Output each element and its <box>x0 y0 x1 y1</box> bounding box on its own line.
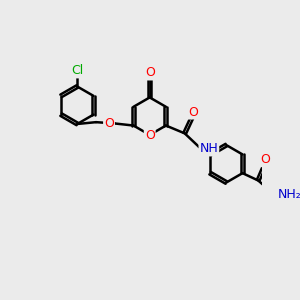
Text: O: O <box>145 67 154 80</box>
Text: Cl: Cl <box>71 64 83 77</box>
Text: NH: NH <box>200 142 218 155</box>
Text: NH₂: NH₂ <box>278 188 300 201</box>
Text: O: O <box>188 106 198 118</box>
Text: O: O <box>260 153 270 166</box>
Text: O: O <box>104 117 114 130</box>
Text: O: O <box>145 129 154 142</box>
